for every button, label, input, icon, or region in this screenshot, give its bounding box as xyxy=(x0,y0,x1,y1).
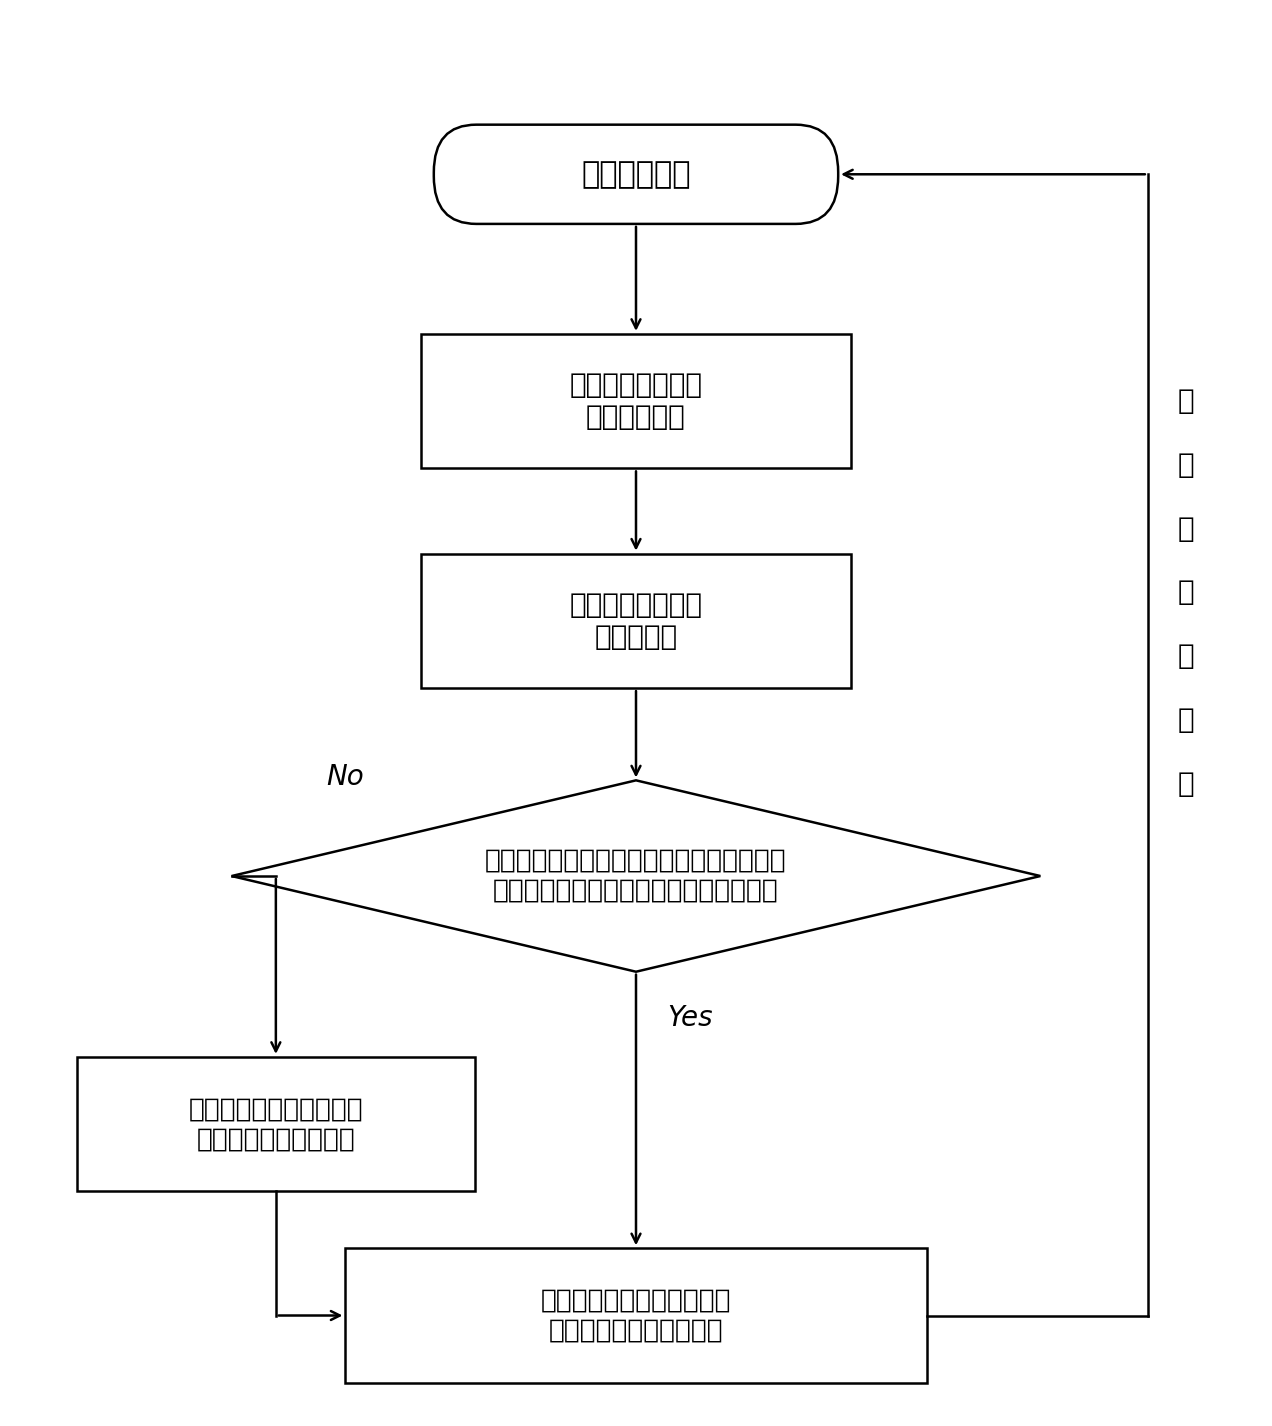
Bar xyxy=(76,1057,474,1192)
Bar xyxy=(421,334,851,469)
Text: 当前混洗请求: 当前混洗请求 xyxy=(581,160,691,188)
Polygon shape xyxy=(232,780,1040,971)
Text: 个: 个 xyxy=(1178,515,1194,543)
Text: 在混洗指令增加对应的混洗
模式地址和相对偏移信息: 在混洗指令增加对应的混洗 模式地址和相对偏移信息 xyxy=(541,1288,731,1343)
Text: 按照当前粒度索引
法进行压缩: 按照当前粒度索引 法进行压缩 xyxy=(570,590,702,652)
Text: 当前混洗请求压缩后的混洗模式与混洗模式
表中的某一个表项是否存在模式偏移关系: 当前混洗请求压缩后的混洗模式与混洗模式 表中的某一个表项是否存在模式偏移关系 xyxy=(485,848,787,904)
FancyBboxPatch shape xyxy=(434,124,838,224)
Text: 一: 一 xyxy=(1178,451,1194,479)
Bar xyxy=(346,1248,926,1383)
Text: No: No xyxy=(327,763,364,791)
Bar xyxy=(421,553,851,689)
Text: 求: 求 xyxy=(1178,770,1194,799)
Text: 将当前混洗请求的混洗模
式添加到混洗模式表中: 将当前混洗请求的混洗模 式添加到混洗模式表中 xyxy=(188,1097,364,1152)
Text: 下: 下 xyxy=(1178,386,1194,415)
Text: 混: 混 xyxy=(1178,579,1194,606)
Text: 请: 请 xyxy=(1178,706,1194,734)
Text: 洗: 洗 xyxy=(1178,642,1194,670)
Text: Yes: Yes xyxy=(668,1004,714,1032)
Text: 将当前数据粒度设
置位最小粒度: 将当前数据粒度设 置位最小粒度 xyxy=(570,371,702,431)
